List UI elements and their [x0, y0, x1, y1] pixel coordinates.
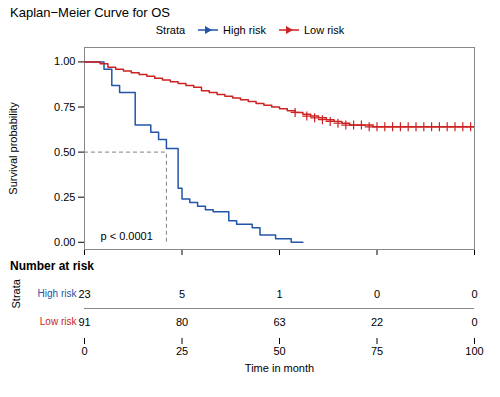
svg-text:1: 1	[276, 288, 282, 300]
svg-text:Strata: Strata	[10, 278, 22, 308]
svg-text:0: 0	[471, 288, 477, 300]
svg-text:91: 91	[78, 316, 90, 328]
svg-text:0.00: 0.00	[54, 236, 75, 248]
svg-text:1.00: 1.00	[54, 55, 75, 67]
svg-text:0.75: 0.75	[54, 101, 75, 113]
html-text:Low risk: Low risk	[303, 24, 345, 36]
svg-text:p < 0.0001: p < 0.0001	[101, 230, 153, 242]
html-text:High risk: High risk	[223, 24, 266, 36]
html-text:Number at risk: Number at risk	[10, 259, 94, 273]
svg-text:0: 0	[374, 288, 380, 300]
svg-text:High risk: High risk	[38, 288, 78, 299]
svg-text:22: 22	[371, 316, 383, 328]
svg-text:23: 23	[78, 288, 90, 300]
svg-text:75: 75	[371, 345, 383, 357]
svg-text:0.25: 0.25	[54, 191, 75, 203]
svg-text:50: 50	[273, 345, 285, 357]
html-text:Strata: Strata	[155, 24, 186, 36]
html-text:Kaplan−Meier Curve for OS: Kaplan−Meier Curve for OS	[10, 5, 170, 20]
svg-text:0: 0	[81, 345, 87, 357]
svg-text:5: 5	[179, 288, 185, 300]
svg-text:Time in month: Time in month	[245, 362, 314, 374]
svg-text:Survival probability: Survival probability	[7, 102, 19, 195]
svg-text:Low risk: Low risk	[40, 316, 78, 327]
svg-text:80: 80	[176, 316, 188, 328]
svg-text:25: 25	[176, 345, 188, 357]
svg-text:0: 0	[471, 316, 477, 328]
svg-text:100: 100	[465, 345, 483, 357]
svg-text:63: 63	[273, 316, 285, 328]
svg-text:0.50: 0.50	[54, 146, 75, 158]
